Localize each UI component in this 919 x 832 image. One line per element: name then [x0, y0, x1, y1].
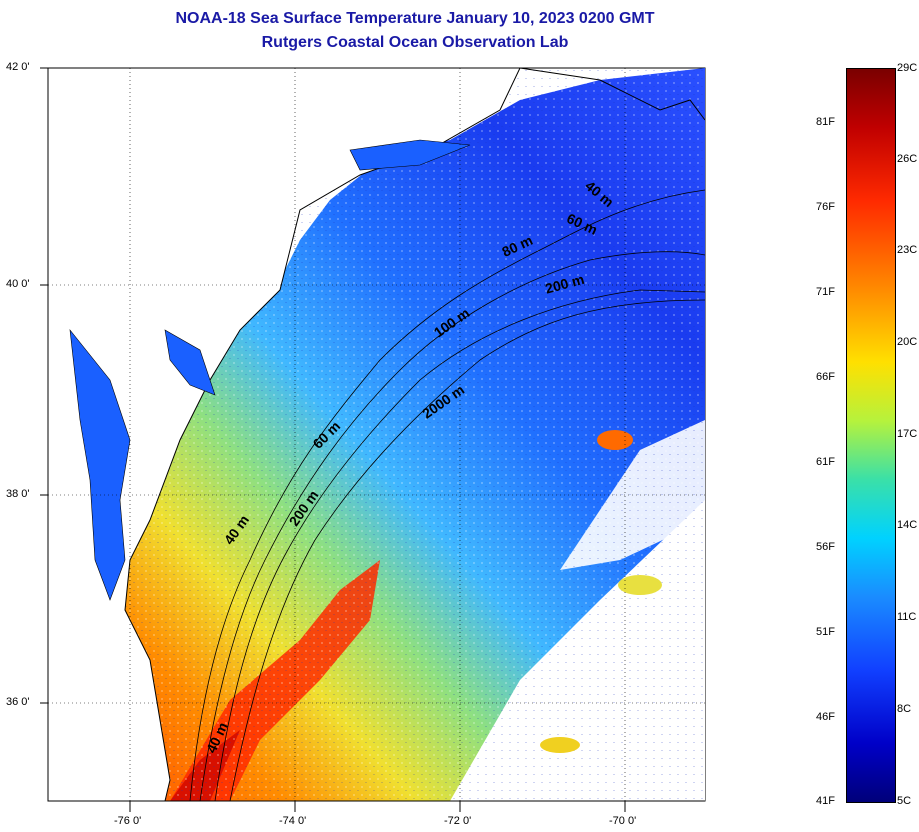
chesapeake-bay — [69, 329, 131, 601]
colorbar-fahrenheit-label: 76F — [816, 201, 835, 213]
colorbar-fahrenheit-label: 61F — [816, 456, 835, 468]
colorbar-fahrenheit-label: 46F — [816, 711, 835, 723]
colorbar-fahrenheit-label: 66F — [816, 371, 835, 383]
map-title: NOAA-18 Sea Surface Temperature January … — [175, 10, 655, 27]
isobath-contours — [189, 189, 706, 802]
lon-label: -74 0' — [279, 815, 307, 827]
colorbar-fahrenheit-label: 56F — [816, 541, 835, 553]
colorbar-celsius-label: 29C — [897, 62, 918, 74]
lat-label: 38 0' — [6, 488, 30, 500]
lon-label: -72 0' — [444, 815, 472, 827]
colorbar-celsius-label: 11C — [897, 611, 917, 623]
lat-label: 40 0' — [6, 278, 30, 290]
colorbar-celsius-label: 23C — [897, 244, 918, 256]
lat-label: 36 0' — [6, 696, 30, 708]
colorbar-fahrenheit-label: 41F — [816, 795, 835, 807]
colorbar-fahrenheit-label: 51F — [816, 626, 835, 638]
lon-label: -76 0' — [114, 815, 142, 827]
lat-label: 42 0' — [6, 61, 30, 73]
graticule — [48, 68, 705, 801]
colorbar-celsius-label: 5C — [897, 795, 912, 807]
colorbar-fahrenheit-label: 71F — [816, 286, 835, 298]
colorbar-celsius-label: 14C — [897, 519, 918, 531]
colorbar-celsius-label: 20C — [897, 336, 918, 348]
map-subtitle: Rutgers Coastal Ocean Observation Lab — [261, 34, 569, 51]
temperature-colorbar — [846, 68, 896, 803]
colorbar-celsius-label: 26C — [897, 153, 918, 165]
colorbar-celsius-label: 8C — [897, 703, 912, 715]
colorbar-fahrenheit-label: 81F — [816, 116, 835, 128]
lon-label: -70 0' — [609, 815, 637, 827]
colorbar-celsius-label: 17C — [897, 428, 918, 440]
